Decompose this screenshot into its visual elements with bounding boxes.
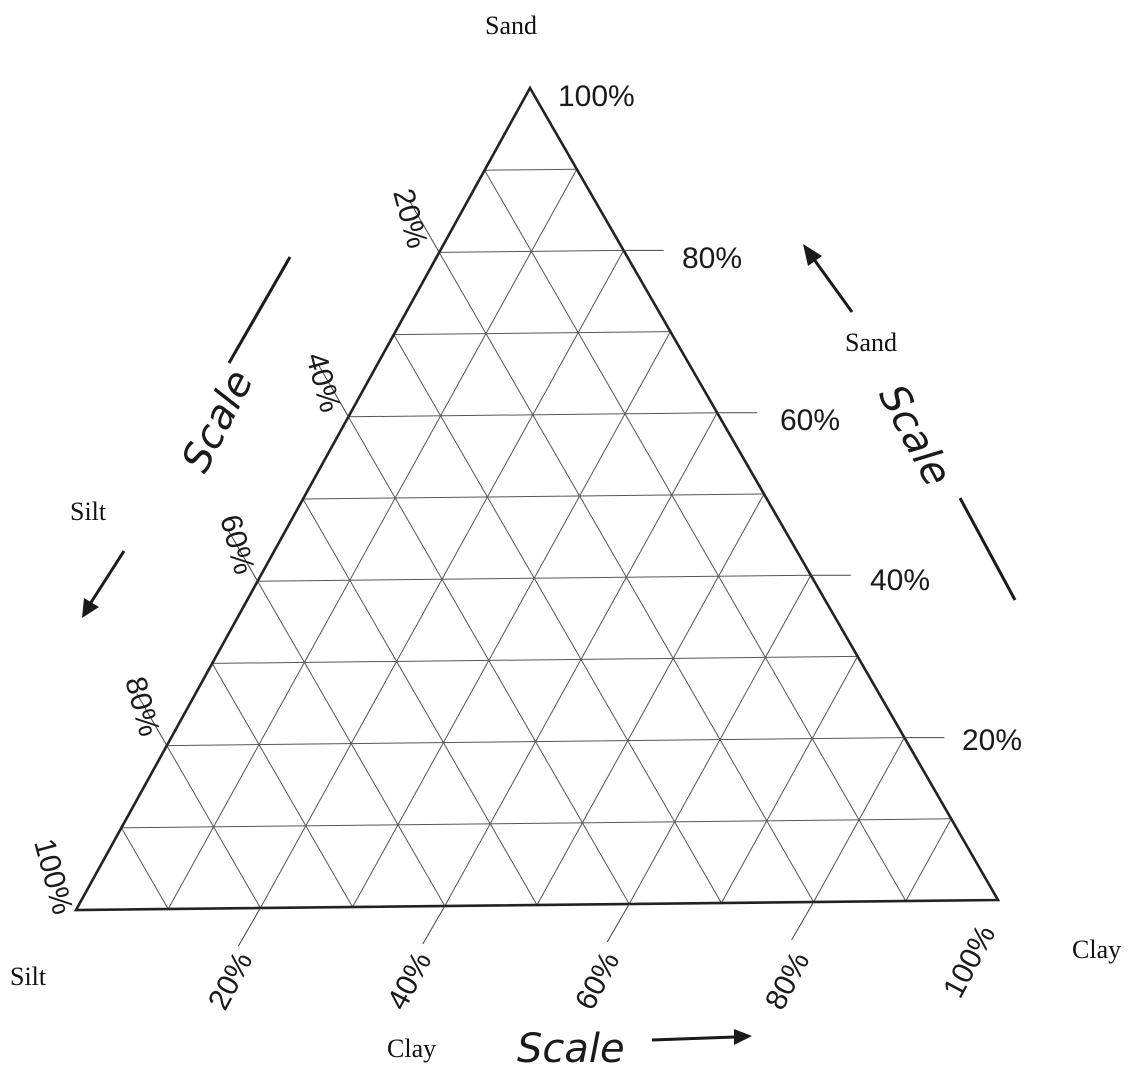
tick-bottom (791, 901, 815, 941)
right-tick-40: 40% (870, 564, 930, 597)
tick-left (227, 528, 259, 582)
grid-line-sand (484, 168, 577, 171)
tick-bottom (422, 905, 446, 945)
scale-label-left: Scale (173, 363, 263, 480)
arrow-down-left-icon (82, 550, 126, 618)
grid-line-clay (905, 818, 952, 902)
axis-name-clay: Clay (387, 1034, 436, 1063)
arrow-up-left-icon (803, 244, 854, 313)
arrow-right-icon (651, 1029, 752, 1045)
triangle-outline (73, 85, 1001, 912)
tick-left (317, 364, 349, 418)
grid-line-clay (720, 656, 859, 904)
bottom-tick-80: 80% (759, 947, 816, 1016)
scale-line-left (227, 256, 292, 364)
grid-line-sand (212, 655, 858, 664)
tick-left (136, 693, 168, 746)
grid-line-silt (438, 252, 815, 903)
left-tick-80: 80% (118, 673, 165, 740)
right-tick-100: 100% (558, 80, 635, 113)
grid-line-clay (259, 250, 625, 909)
bottom-tick-40: 40% (381, 947, 438, 1016)
grid-line-silt (302, 498, 538, 906)
tick-bottom (606, 903, 630, 943)
tick-left (408, 200, 440, 253)
grid-line-sand (166, 737, 905, 747)
bottom-tick-60: 60% (569, 947, 626, 1016)
axis-name-silt: Silt (70, 497, 107, 526)
grid-line-sand (393, 331, 671, 336)
right-tick-60: 60% (780, 404, 840, 437)
scale-label-right: Scale (869, 377, 960, 494)
bottom-tick-20: 20% (202, 947, 259, 1016)
left-tick-40: 40% (299, 349, 346, 416)
tick-marks (136, 200, 945, 947)
grid-line-sand (302, 493, 765, 500)
axis-name-sand: Sand (845, 328, 897, 357)
left-tick-20: 20% (386, 185, 433, 252)
bottom-tick-100: 100% (937, 920, 1002, 1003)
right-tick-20: 20% (962, 724, 1022, 757)
scale-label-bottom: Scale (517, 1026, 625, 1072)
right-tick-80: 80% (682, 242, 742, 275)
grid-line-silt (120, 827, 169, 910)
grid-line-silt (211, 663, 354, 908)
grid-lines (120, 168, 952, 910)
corner-label-clay: Clay (1072, 935, 1121, 964)
tick-bottom (237, 907, 261, 947)
grid-line-sand (121, 818, 952, 829)
grid-line-clay (536, 493, 765, 906)
left-tick-60: 60% (213, 511, 260, 578)
grid-line-clay (167, 168, 578, 910)
corner-label-sand: Sand (485, 11, 537, 40)
grid-line-silt (393, 334, 722, 904)
grid-line-silt (484, 169, 907, 902)
left-tick-100: 100% (27, 835, 79, 918)
scale-line-right (958, 497, 1017, 601)
grid-line-clay (352, 331, 671, 908)
corner-label-silt: Silt (10, 962, 47, 991)
